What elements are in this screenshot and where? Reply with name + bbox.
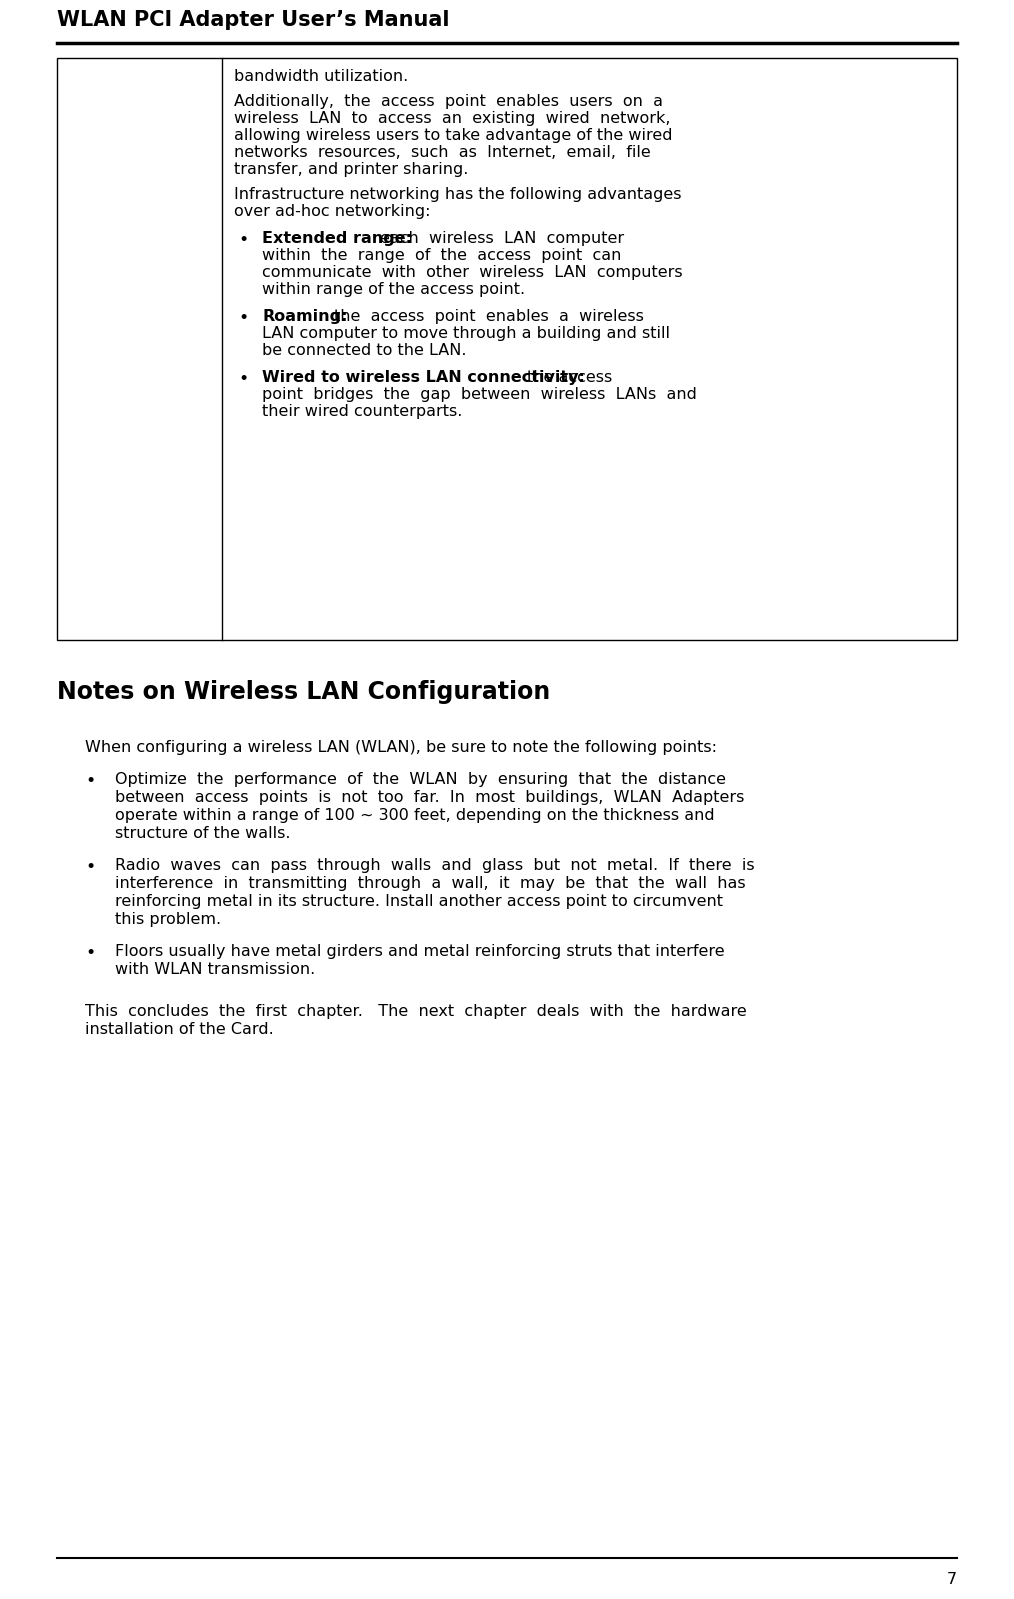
Text: their wired counterparts.: their wired counterparts.	[262, 405, 462, 419]
Text: •: •	[238, 230, 248, 249]
Text: within  the  range  of  the  access  point  can: within the range of the access point can	[262, 248, 622, 262]
Text: Radio  waves  can  pass  through  walls  and  glass  but  not  metal.  If  there: Radio waves can pass through walls and g…	[115, 859, 754, 873]
Text: bandwidth utilization.: bandwidth utilization.	[234, 69, 409, 85]
Text: allowing wireless users to take advantage of the wired: allowing wireless users to take advantag…	[234, 128, 672, 142]
Text: This  concludes  the  first  chapter.   The  next  chapter  deals  with  the  ha: This concludes the first chapter. The ne…	[85, 1004, 746, 1019]
Text: Roaming:: Roaming:	[262, 309, 348, 325]
Text: Extended range:: Extended range:	[262, 230, 412, 246]
Text: interference  in  transmitting  through  a  wall,  it  may  be  that  the  wall : interference in transmitting through a w…	[115, 876, 745, 891]
Text: communicate  with  other  wireless  LAN  computers: communicate with other wireless LAN comp…	[262, 265, 682, 280]
Text: Floors usually have metal girders and metal reinforcing struts that interfere: Floors usually have metal girders and me…	[115, 943, 725, 959]
Text: Additionally,  the  access  point  enables  users  on  a: Additionally, the access point enables u…	[234, 94, 663, 109]
Text: •: •	[85, 943, 95, 963]
Text: the access: the access	[527, 369, 612, 385]
Text: •: •	[238, 369, 248, 389]
Text: installation of the Card.: installation of the Card.	[85, 1022, 274, 1038]
Text: this problem.: this problem.	[115, 911, 221, 927]
Bar	[57, 58, 957, 640]
Text: •: •	[85, 772, 95, 790]
Text: operate within a range of 100 ~ 300 feet, depending on the thickness and: operate within a range of 100 ~ 300 feet…	[115, 807, 715, 823]
Text: When configuring a wireless LAN (WLAN), be sure to note the following points:: When configuring a wireless LAN (WLAN), …	[85, 740, 717, 755]
Text: Wired to wireless LAN connectivity:: Wired to wireless LAN connectivity:	[262, 369, 585, 385]
Text: Optimize  the  performance  of  the  WLAN  by  ensuring  that  the  distance: Optimize the performance of the WLAN by …	[115, 772, 726, 787]
Text: WLAN PCI Adapter User’s Manual: WLAN PCI Adapter User’s Manual	[57, 10, 449, 30]
Text: reinforcing metal in its structure. Install another access point to circumvent: reinforcing metal in its structure. Inst…	[115, 894, 723, 908]
Text: Infrastructure networking has the following advantages: Infrastructure networking has the follow…	[234, 187, 681, 201]
Text: •: •	[238, 309, 248, 328]
Text: networks  resources,  such  as  Internet,  email,  file: networks resources, such as Internet, em…	[234, 146, 651, 160]
Text: Notes on Wireless LAN Configuration: Notes on Wireless LAN Configuration	[57, 680, 551, 704]
Text: LAN computer to move through a building and still: LAN computer to move through a building …	[262, 326, 670, 341]
Text: structure of the walls.: structure of the walls.	[115, 827, 290, 841]
Text: over ad-hoc networking:: over ad-hoc networking:	[234, 205, 431, 219]
Text: between  access  points  is  not  too  far.  In  most  buildings,  WLAN  Adapter: between access points is not too far. In…	[115, 790, 744, 804]
Text: with WLAN transmission.: with WLAN transmission.	[115, 963, 315, 977]
Text: •: •	[85, 859, 95, 876]
Text: point  bridges  the  gap  between  wireless  LANs  and: point bridges the gap between wireless L…	[262, 387, 697, 401]
Text: be connected to the LAN.: be connected to the LAN.	[262, 344, 466, 358]
Text: transfer, and printer sharing.: transfer, and printer sharing.	[234, 161, 468, 177]
Text: each  wireless  LAN  computer: each wireless LAN computer	[380, 230, 625, 246]
Text: within range of the access point.: within range of the access point.	[262, 281, 525, 297]
Text: wireless  LAN  to  access  an  existing  wired  network,: wireless LAN to access an existing wired…	[234, 110, 670, 126]
Text: 7: 7	[947, 1572, 957, 1586]
Text: the  access  point  enables  a  wireless: the access point enables a wireless	[334, 309, 644, 325]
